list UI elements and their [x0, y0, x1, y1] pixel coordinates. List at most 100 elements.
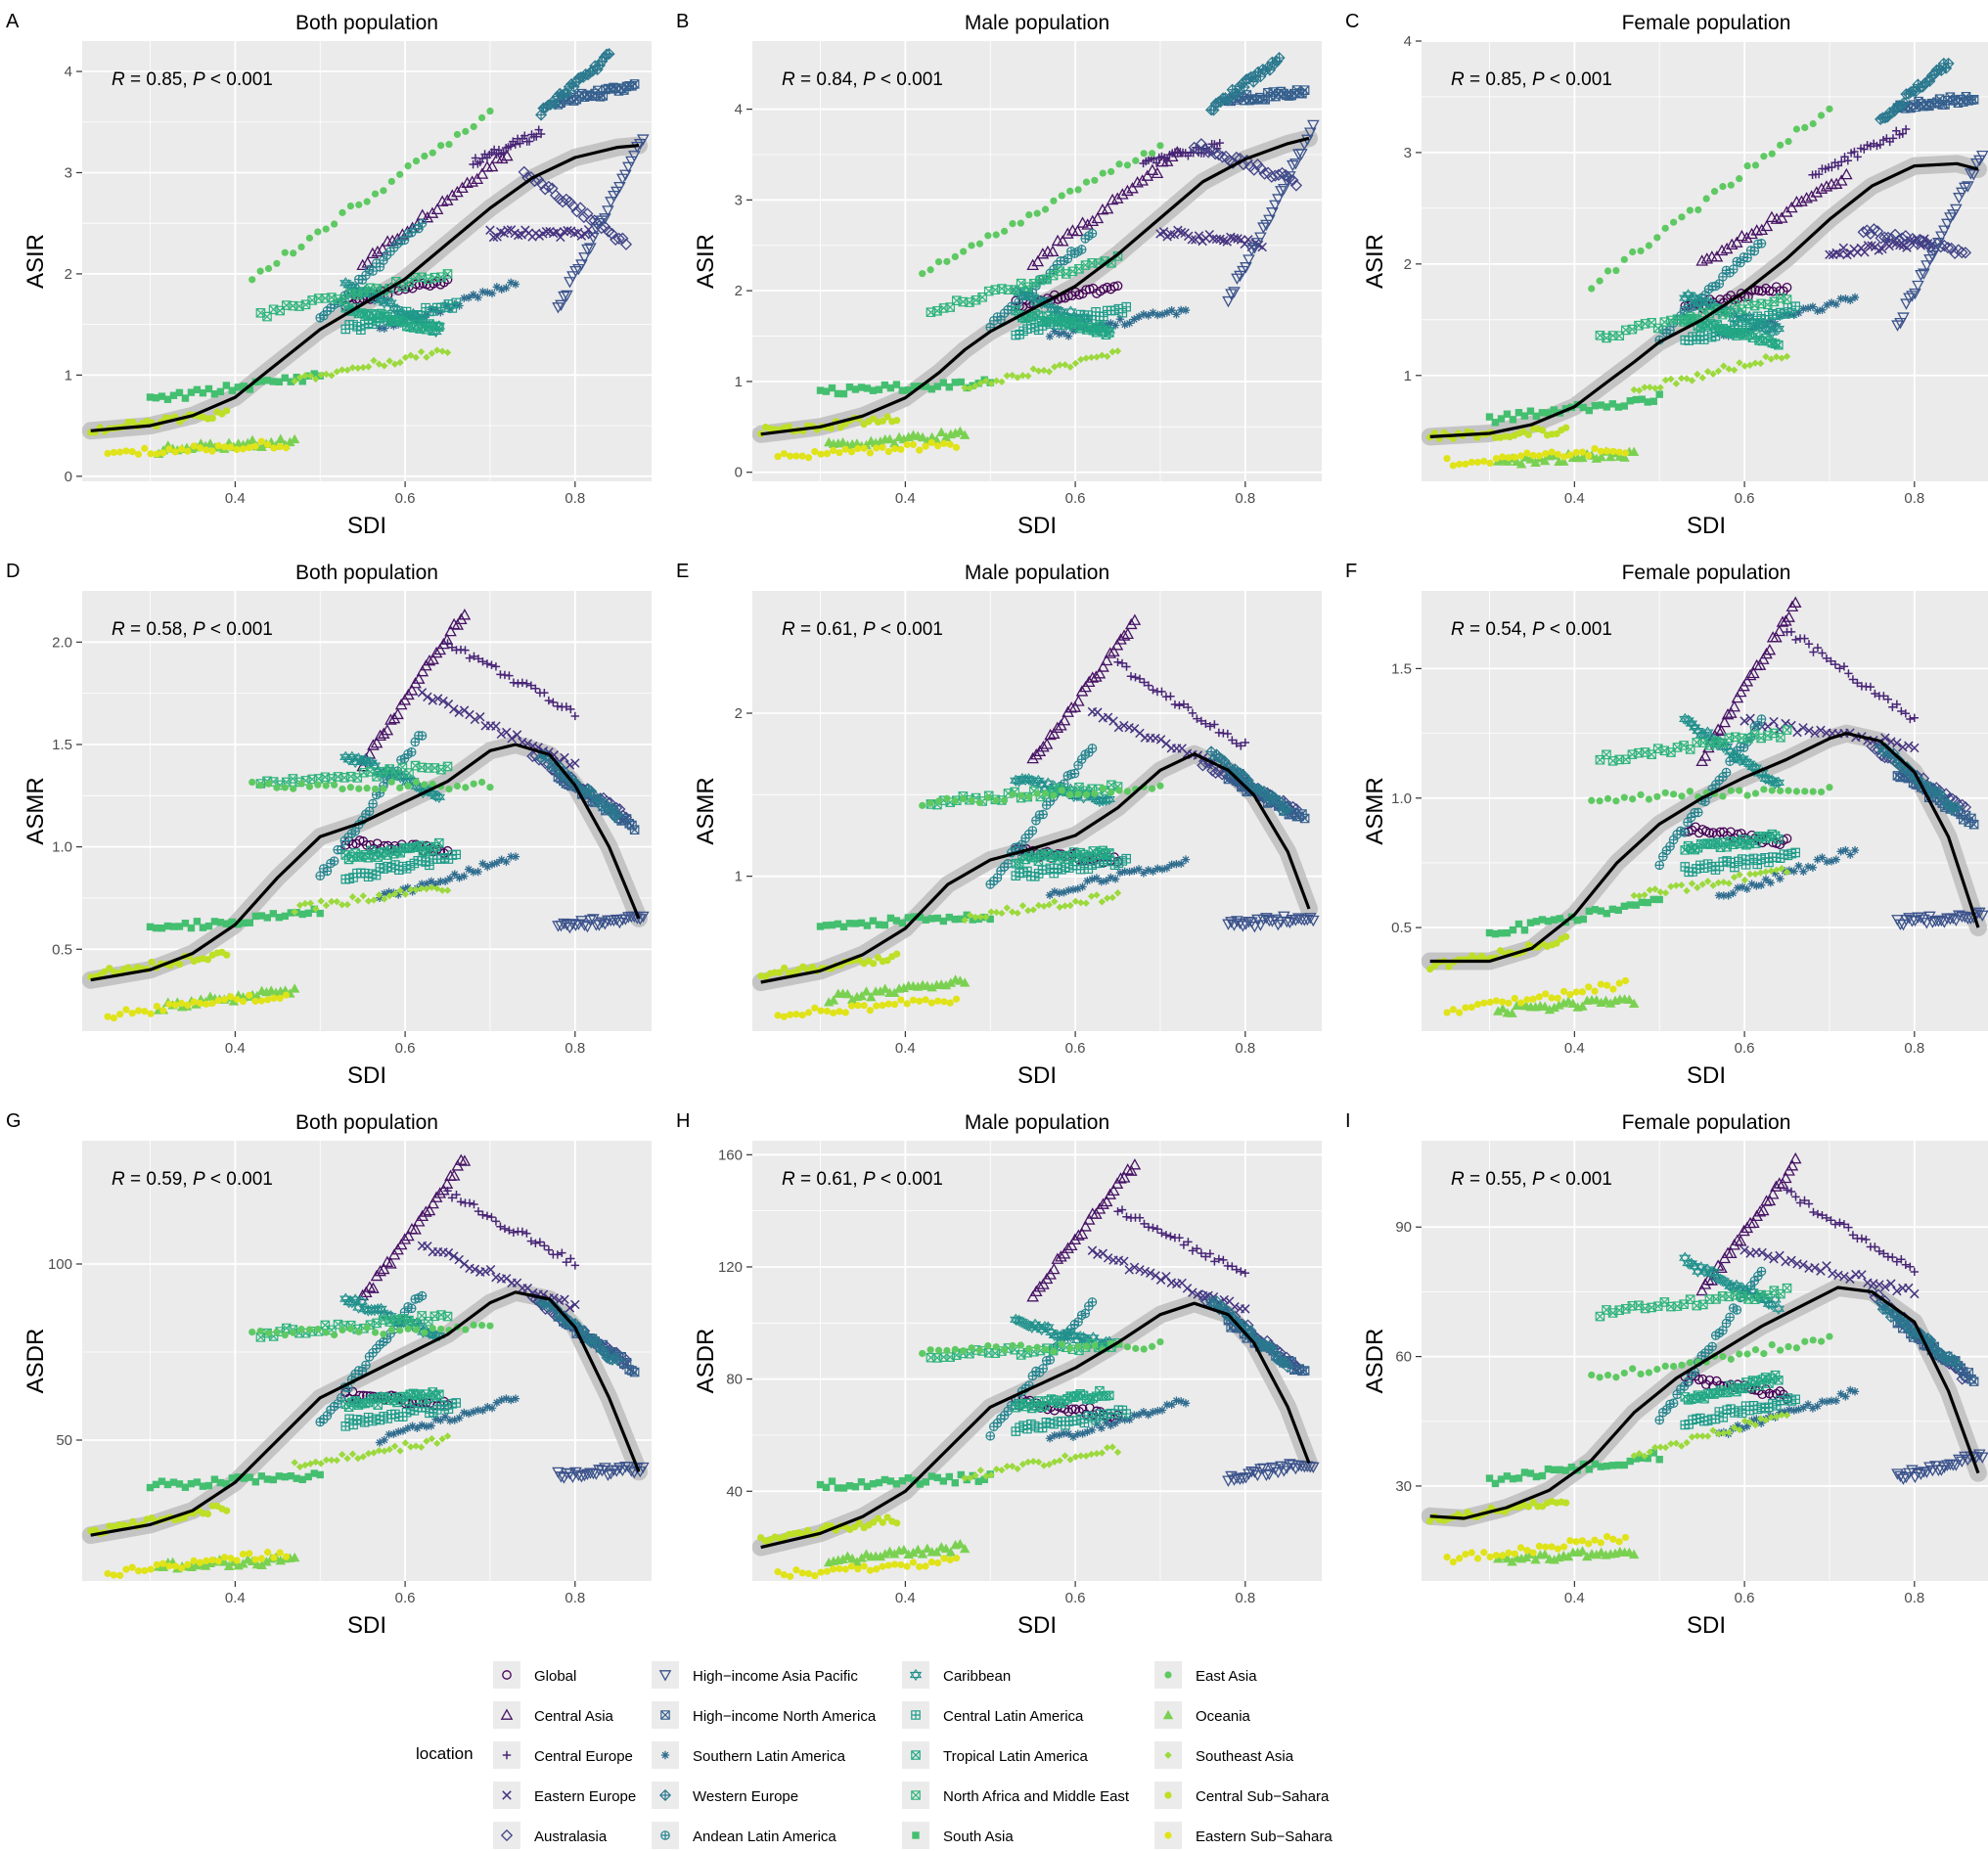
- data-point: [1237, 1472, 1249, 1485]
- data-point: [398, 1426, 408, 1435]
- series-tropical-latin-america: [340, 1387, 444, 1412]
- data-point: [952, 995, 961, 1003]
- data-point: [1166, 692, 1175, 700]
- data-point: [304, 1472, 312, 1481]
- data-point: [1785, 310, 1794, 319]
- x-axis-title: SDI: [347, 1062, 386, 1089]
- data-point: [1892, 700, 1902, 709]
- series-high-income-asia-pacific: [1891, 907, 1988, 931]
- data-point: [412, 1326, 421, 1333]
- data-point: [629, 825, 640, 835]
- data-point: [1091, 211, 1105, 224]
- data-point: [487, 289, 497, 298]
- data-point: [565, 760, 575, 770]
- smooth-line: [90, 144, 640, 432]
- data-point: [1240, 919, 1252, 930]
- data-point: [1167, 1400, 1176, 1409]
- data-point: [1102, 320, 1110, 329]
- data-point: [982, 913, 990, 922]
- data-point: [1750, 285, 1761, 295]
- data-point: [1597, 401, 1605, 409]
- data-point: [1121, 184, 1134, 197]
- data-point: [1953, 193, 1965, 204]
- data-point: [836, 449, 843, 457]
- smooth-line: [760, 752, 1311, 984]
- x-tick-label: 0.8: [565, 1590, 585, 1606]
- data-point: [1289, 915, 1302, 926]
- data-point: [333, 897, 340, 906]
- data-point: [1808, 302, 1818, 311]
- data-point: [817, 1007, 825, 1015]
- data-point: [1947, 913, 1960, 925]
- data-point: [960, 794, 968, 803]
- data-point: [1646, 384, 1654, 391]
- data-point: [1177, 305, 1186, 315]
- data-point: [1629, 248, 1637, 256]
- data-point: [1827, 298, 1836, 307]
- data-point: [128, 1010, 136, 1017]
- data-point: [492, 858, 502, 868]
- data-point: [1205, 1249, 1215, 1258]
- data-point: [1149, 867, 1157, 876]
- data-point: [580, 229, 590, 240]
- data-point: [1875, 140, 1884, 150]
- data-point: [564, 1468, 576, 1480]
- data-point: [1228, 1474, 1241, 1486]
- data-point: [1509, 416, 1517, 424]
- data-point: [1579, 403, 1588, 412]
- data-point: [1710, 250, 1724, 262]
- data-point: [1003, 372, 1011, 380]
- data-point: [175, 388, 184, 397]
- data-point: [897, 445, 905, 453]
- panel-letter: G: [6, 1110, 22, 1132]
- y-axis-title: ASIR: [23, 234, 49, 289]
- data-point: [297, 780, 305, 788]
- data-point: [780, 1013, 788, 1020]
- data-point: [443, 886, 452, 894]
- data-point: [1064, 1429, 1073, 1438]
- data-point: [522, 1229, 531, 1238]
- data-point: [1539, 427, 1547, 434]
- data-point: [893, 950, 901, 958]
- data-point: [1959, 247, 1972, 259]
- data-point: [555, 920, 567, 932]
- data-point: [511, 280, 520, 289]
- data-point: [301, 1461, 309, 1469]
- data-point: [1195, 138, 1208, 151]
- data-point: [1799, 867, 1808, 877]
- panel-title: Female population: [1622, 562, 1791, 584]
- data-point: [1008, 371, 1017, 380]
- data-point: [1698, 749, 1712, 761]
- data-point: [603, 48, 615, 61]
- data-point: [839, 923, 848, 931]
- data-point: [1122, 662, 1131, 671]
- data-point: [410, 737, 421, 747]
- data-point: [828, 995, 839, 1005]
- data-point: [1110, 639, 1124, 651]
- data-point: [1299, 813, 1310, 824]
- data-point: [1771, 869, 1780, 878]
- data-point: [122, 447, 130, 455]
- data-point: [270, 1554, 278, 1561]
- data-point: [443, 1247, 454, 1258]
- x-tick-label: 0.6: [395, 490, 416, 507]
- data-point: [503, 225, 513, 236]
- data-point: [497, 285, 506, 293]
- data-point: [477, 778, 486, 787]
- data-point: [1497, 1003, 1509, 1014]
- data-point: [460, 293, 469, 302]
- data-point: [203, 1557, 210, 1564]
- data-point: [305, 1326, 314, 1333]
- data-point: [1761, 875, 1771, 884]
- data-point: [478, 656, 487, 666]
- data-point: [1112, 281, 1123, 292]
- data-point: [1126, 672, 1136, 681]
- data-point: [1254, 232, 1267, 244]
- data-point: [1231, 87, 1243, 100]
- data-point: [1932, 238, 1945, 249]
- data-point: [339, 208, 346, 216]
- data-point: [828, 921, 836, 929]
- data-point: [208, 999, 216, 1008]
- data-point: [816, 386, 825, 394]
- series-eastern-sub-sahara: [1443, 444, 1630, 470]
